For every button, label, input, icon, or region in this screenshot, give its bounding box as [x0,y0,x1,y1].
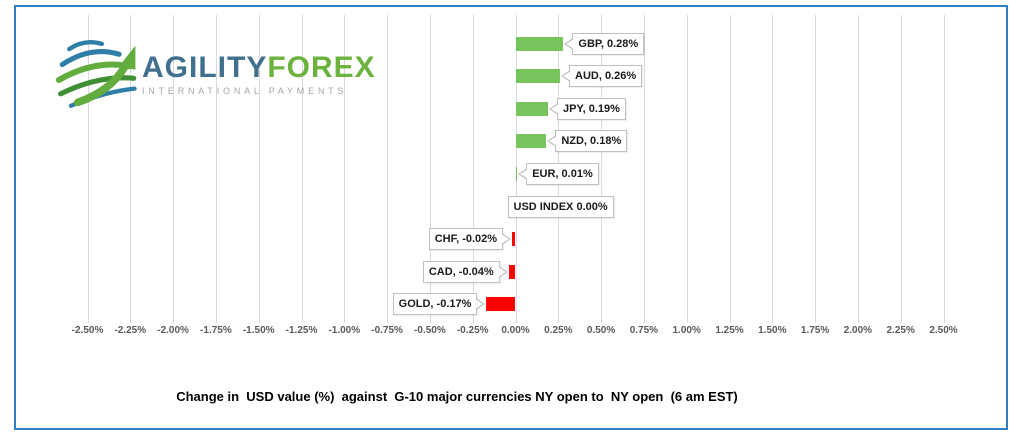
x-axis-tick-label: 0.00% [501,325,530,336]
bar-chf [512,232,516,247]
bar-aud [515,69,560,84]
x-axis-tick-label: 1.25% [715,325,744,336]
x-axis-tick-label: -0.50% [414,325,446,336]
bar-eur [515,166,518,181]
x-axis-tick-label: 1.00% [672,325,701,336]
gridline [87,15,89,323]
x-axis-tick-label: -0.75% [371,325,403,336]
x-axis-tick-label: -1.00% [328,325,361,336]
x-axis-tick-label: -2.25% [114,325,147,336]
logo-brand-primary: AGILITY [142,50,268,84]
data-label-jpy: JPY, 0.19% [549,97,626,120]
data-label-cad: CAD, -0.04% [422,260,508,283]
x-axis-tick-label: 2.25% [886,325,915,336]
bar-jpy [515,101,549,116]
x-axis-tick-label: -1.50% [242,325,275,336]
chart-outer-border [14,5,1008,430]
data-label-nzd: NZD, 0.18% [547,130,628,153]
gridline [215,15,217,323]
x-axis-tick-label: 0.50% [586,325,616,336]
gridline [943,15,945,323]
gridline [258,15,260,323]
bar-gold [486,297,516,312]
data-label-eur: EUR, 0.01% [518,162,599,185]
agilityforex-globe-icon [55,40,137,108]
gridline [429,15,431,323]
gridline [344,15,346,323]
gridline [130,15,132,323]
x-axis-tick-label: 1.50% [758,325,787,336]
bar-gbp [515,36,564,51]
gridline [772,15,774,323]
gridline [301,15,303,323]
x-axis-tick-label: 1.75% [800,325,830,336]
gridline [387,15,389,323]
gridline [815,15,817,323]
bar-cad [508,264,516,279]
logo-brand-name: AGILITYFOREX [142,50,376,84]
x-axis-tick-label: -2.50% [71,325,104,336]
x-axis-tick-label: 0.75% [629,325,659,336]
logo-text: AGILITYFOREX INTERNATIONAL PAYMENTS [142,50,376,96]
data-label-usd-index: USD INDEX 0.00% [507,195,614,218]
x-axis-tick-label: 2.50% [929,325,958,336]
logo-brand-secondary: FOREX [267,50,376,84]
x-axis-tick-label: -2.00% [157,325,189,336]
bar-nzd [515,134,547,149]
gridline [857,15,859,323]
gridline [173,15,175,323]
logo-tagline: INTERNATIONAL PAYMENTS [142,85,348,96]
gridline [472,15,474,323]
data-label-aud: AUD, 0.26% [560,65,643,88]
x-axis-tick-label: 2.00% [843,325,873,336]
agilityforex-logo: AGILITYFOREX INTERNATIONAL PAYMENTS [52,34,376,114]
gridline [900,15,902,323]
chart-title: Change in USD value (%) against G-10 maj… [176,389,738,404]
gridline [729,15,731,323]
data-label-chf: CHF, -0.02% [428,228,512,251]
x-axis-tick-label: -1.25% [285,325,318,336]
gridline [643,15,645,323]
x-axis-tick-label: -1.75% [200,325,232,336]
data-label-gold: GOLD, -0.17% [392,293,486,316]
gridline [601,15,603,323]
data-label-gbp: GBP, 0.28% [564,32,645,55]
x-axis-tick-label: -0.25% [456,325,489,336]
x-axis-tick-label: 0.25% [544,325,573,336]
gridline [686,15,688,323]
